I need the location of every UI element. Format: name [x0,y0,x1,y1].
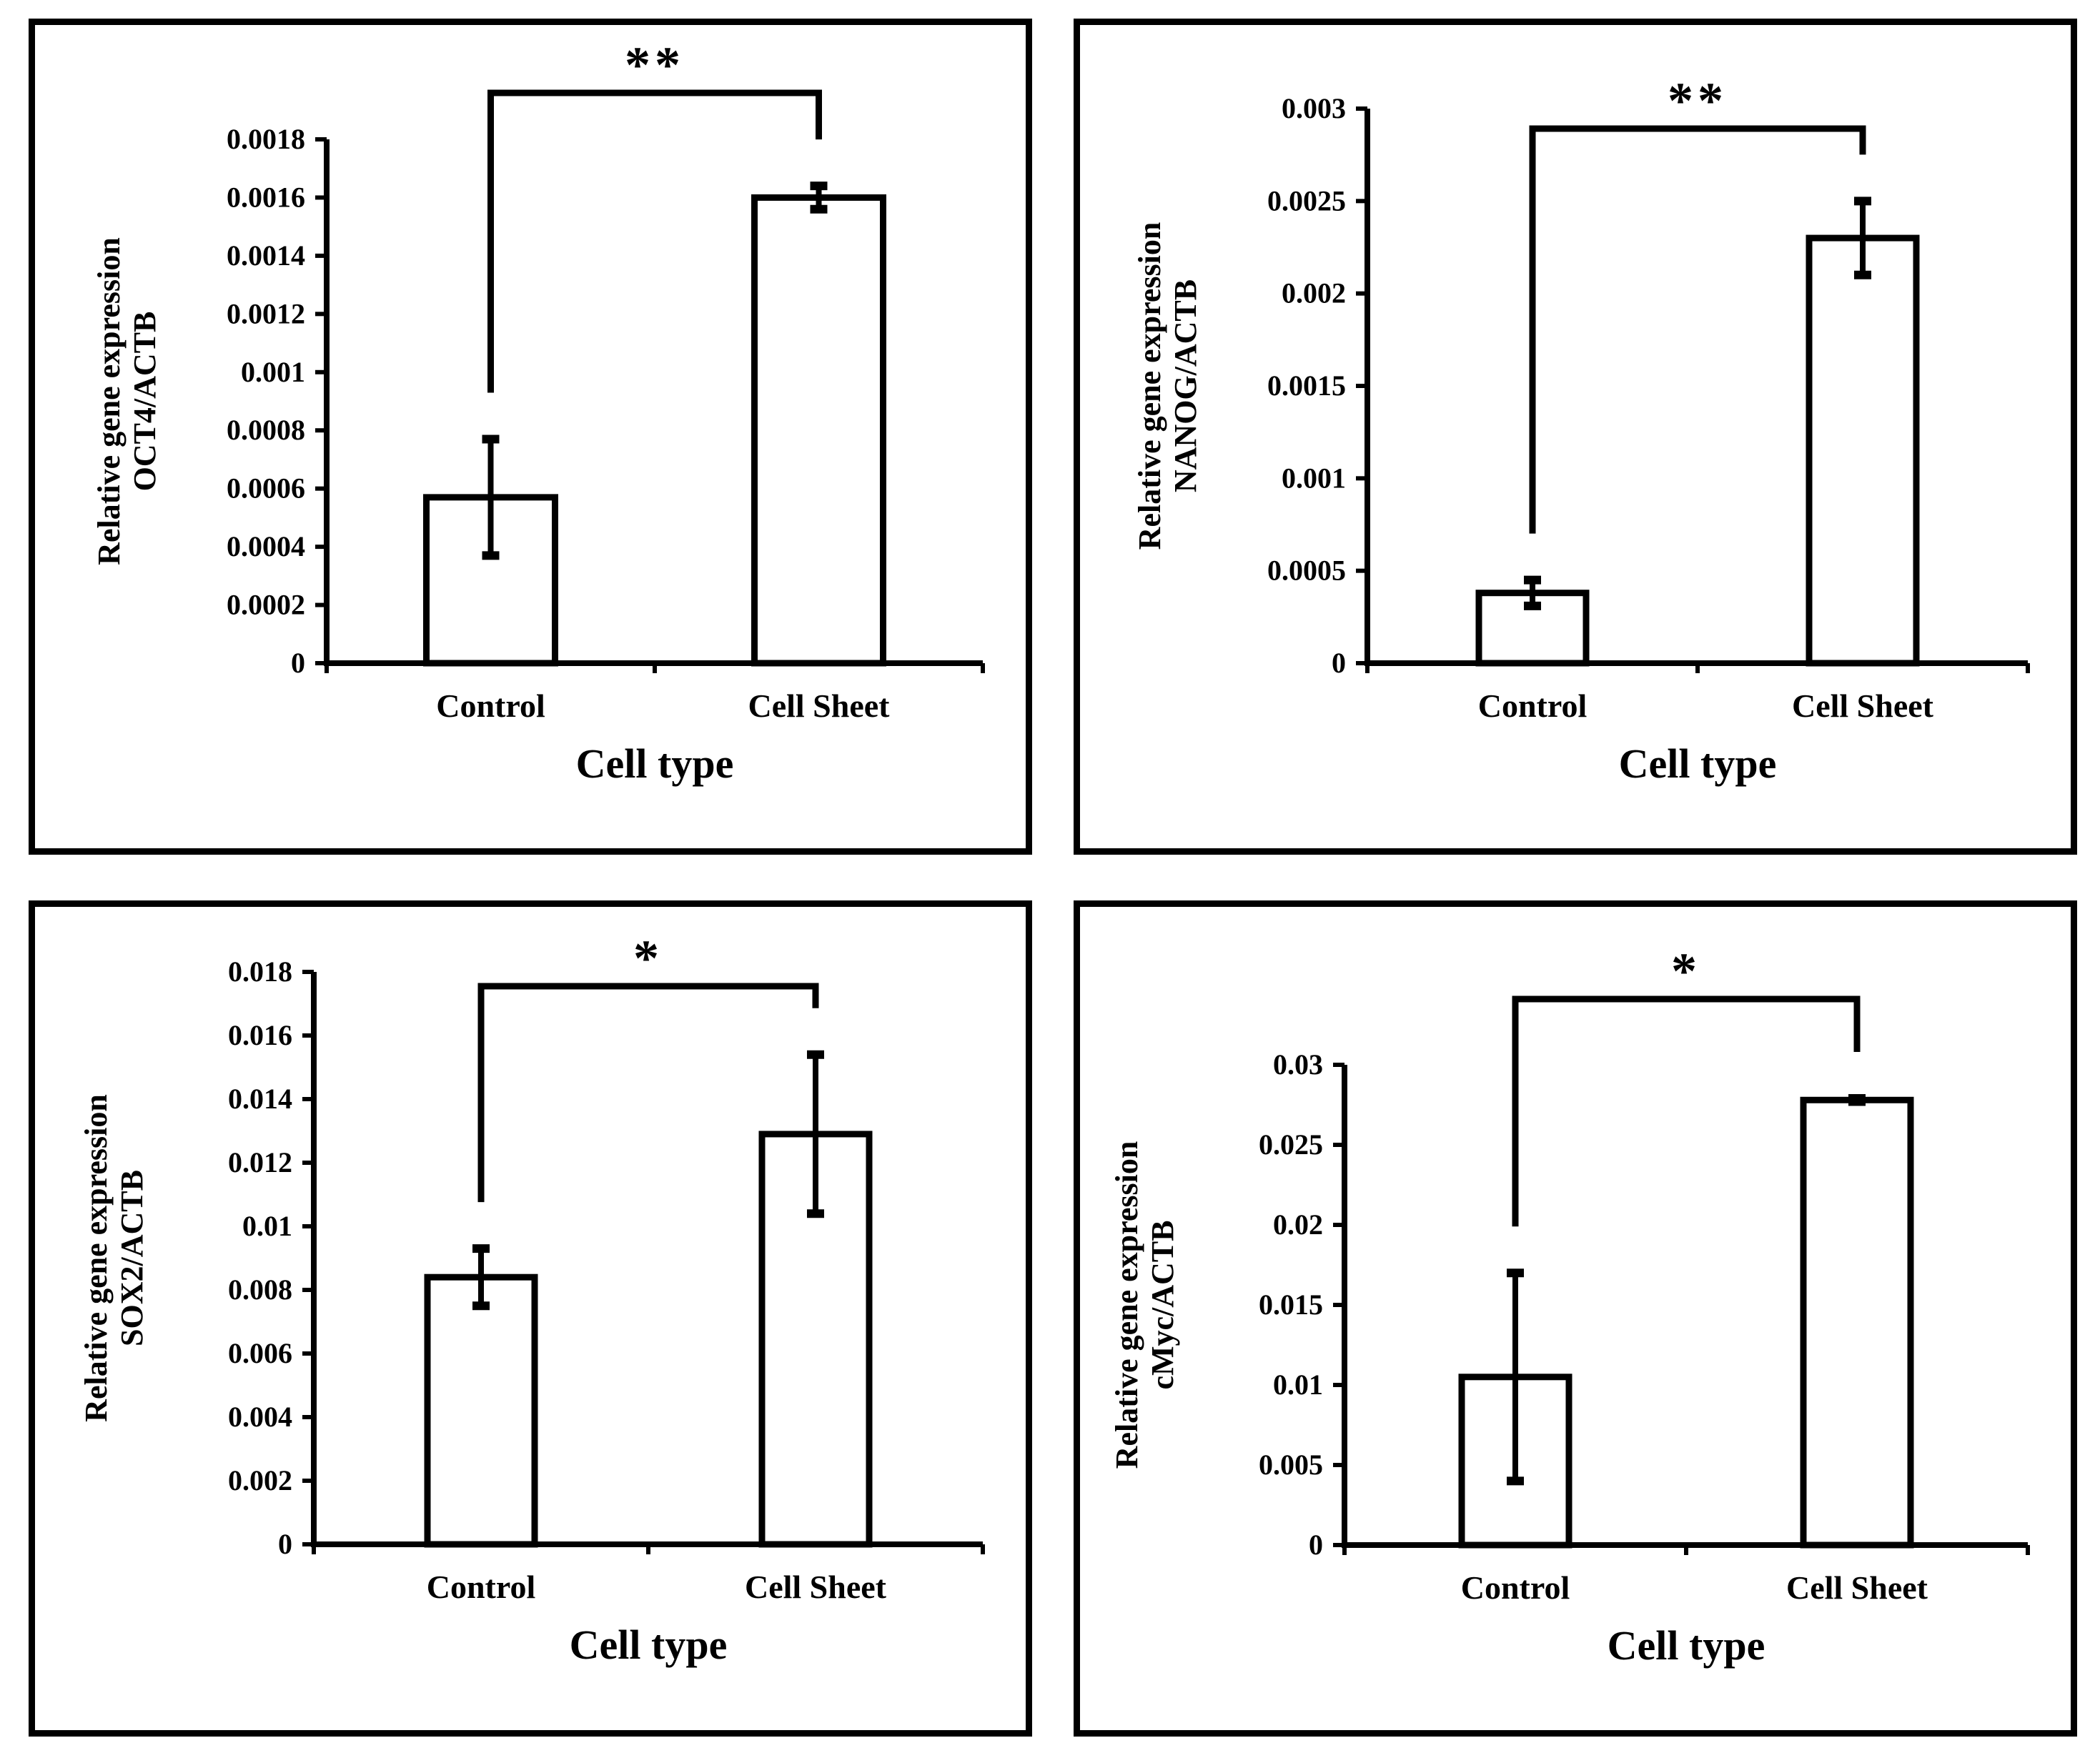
y-tick-label: 0.002 [1282,277,1346,309]
y-tick-label: 0.005 [1259,1449,1323,1481]
category-label: Control [1461,1569,1570,1606]
y-axis-title-line: NANOG/ACTB [1168,279,1203,492]
chart-svg-oct4: 0 0.0002 0.0004 0.0006 0.0008 0.001 0.0012 0.00… [91,36,985,787]
bar-cell-sheet [751,194,886,667]
y-tick-label: 0 [278,1528,292,1560]
y-tick-label: 0.004 [228,1401,292,1433]
y-tick-label: 0.0012 [227,297,305,329]
chart-panel-cmyc: 0 0.005 0.01 0.015 0.02 0.025 0.03 Control Cell … [1074,900,2077,1737]
y-tick-label: 0.0002 [227,589,305,621]
y-tick-label: 0.003 [1282,92,1346,124]
chart-svg-cmyc: 0 0.005 0.01 0.015 0.02 0.025 0.03 Control Cell … [1109,943,2030,1669]
chart-svg-sox2: 0 0.002 0.004 0.006 0.008 0.01 0.012 0.014 0.016… [79,930,985,1668]
category-label: Cell Sheet [1792,687,1934,724]
category-label: Control [427,1569,536,1605]
y-tick-label: 0.008 [228,1273,292,1306]
y-tick-label: 0.0008 [227,414,305,446]
y-axis-title-line: SOX2/ACTB [114,1170,149,1346]
y-axis-title-line: Relative gene expression [1109,1141,1144,1469]
y-tick-label: 0.0018 [227,123,305,155]
chart-panel-oct4: 0 0.0002 0.0004 0.0006 0.0008 0.001 0.0012 0.00… [29,19,1032,855]
category-label: Control [436,687,545,724]
significance-label: * [633,930,663,987]
x-axis-title: Cell type [576,740,734,787]
x-axis-title: Cell type [570,1622,728,1668]
y-tick-label: 0.0016 [227,181,305,213]
y-tick-label: 0.025 [1259,1128,1323,1161]
y-tick-label: 0.001 [241,356,305,388]
y-tick-label: 0.001 [1282,462,1346,494]
y-tick-label: 0.006 [228,1337,292,1369]
significance-label: ** [1668,72,1728,129]
y-tick-label: 0.02 [1273,1208,1323,1241]
y-tick-label: 0 [291,647,305,679]
significance-bracket [487,89,822,393]
bar-cell-sheet [1800,1096,1914,1549]
category-label: Control [1478,687,1588,724]
y-axis-title-line: Relative gene expression [1132,222,1167,550]
y-tick-label: 0.015 [1259,1288,1323,1321]
y-tick-label: 0.01 [242,1210,292,1242]
y-tick-label: 0.0015 [1267,369,1346,402]
y-tick-label: 0.018 [228,955,292,988]
y-tick-label: 0.002 [228,1464,292,1496]
y-axis-title-line: Relative gene expression [91,237,127,565]
significance-bracket [1512,995,1861,1227]
x-axis-title: Cell type [1619,740,1777,787]
y-axis-title-line: cMyc/ACTB [1145,1220,1180,1389]
y-tick-label: 0.012 [228,1146,292,1178]
significance-label: ** [625,36,685,94]
chart-svg-nanog: 0 0.0005 0.001 0.0015 0.002 0.0025 0.003 Contro… [1132,72,2030,787]
y-tick-label: 0.0005 [1267,555,1346,587]
y-tick-label: 0 [1309,1529,1323,1561]
bar-cell-sheet [1806,234,1920,667]
y-axis-title-line: OCT4/ACTB [127,312,162,492]
y-tick-label: 0.01 [1273,1369,1323,1401]
chart-panel-sox2: 0 0.002 0.004 0.006 0.008 0.01 0.012 0.014 0.016… [29,900,1032,1737]
significance-label: * [1671,943,1701,1000]
chart-panel-nanog: 0 0.0005 0.001 0.0015 0.002 0.0025 0.003 Contro… [1074,19,2077,855]
y-tick-label: 0 [1332,647,1346,679]
y-tick-label: 0.0006 [227,472,305,505]
category-label: Cell Sheet [1786,1569,1928,1606]
y-tick-label: 0.0014 [227,239,305,272]
bar-control [424,1273,538,1548]
significance-bracket [477,983,819,1203]
y-tick-label: 0.0004 [227,530,305,562]
x-axis-title: Cell type [1608,1622,1765,1669]
y-tick-label: 0.016 [228,1019,292,1051]
category-label: Cell Sheet [748,687,890,724]
y-tick-label: 0.0025 [1267,184,1346,217]
category-label: Cell Sheet [745,1569,887,1605]
y-tick-label: 0.014 [228,1083,292,1115]
significance-bracket [1529,125,1866,534]
y-tick-label: 0.03 [1273,1048,1323,1081]
y-axis-title-line: Relative gene expression [79,1094,114,1422]
